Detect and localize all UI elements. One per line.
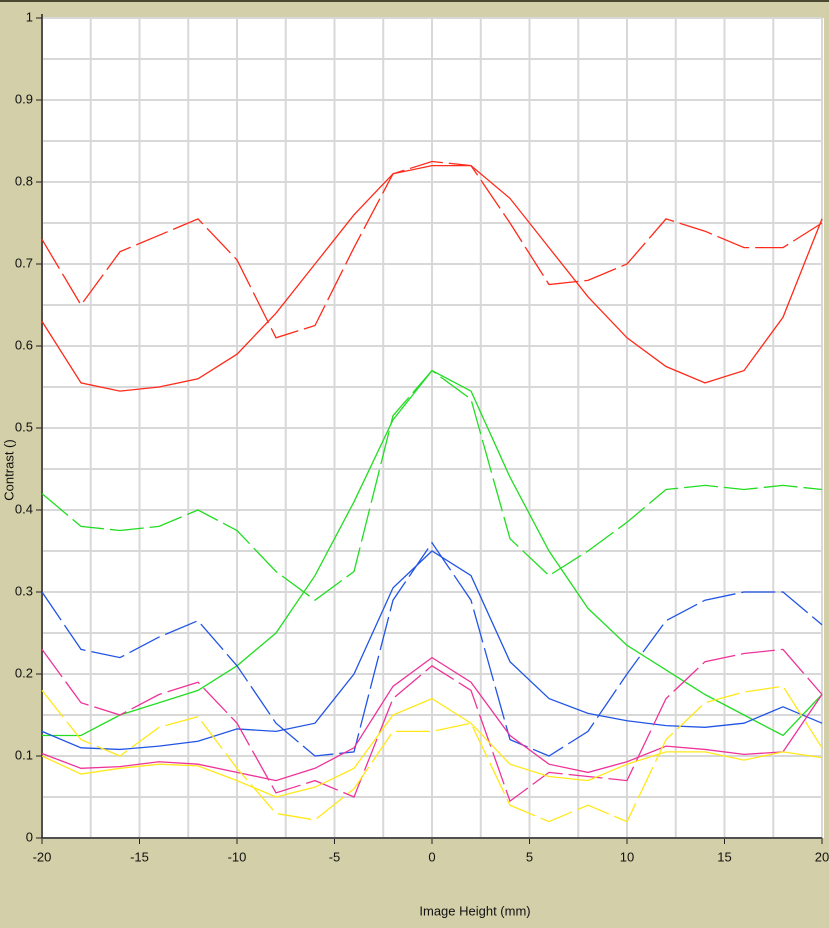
x-axis-label: Image Height (mm) bbox=[419, 903, 530, 918]
x-tick-label: 15 bbox=[717, 849, 731, 864]
y-tick-label: 0 bbox=[26, 829, 33, 844]
x-tick-label: 5 bbox=[526, 849, 533, 864]
series-line bbox=[41, 656, 823, 782]
y-tick-label: 0.3 bbox=[15, 583, 33, 598]
y-tick-label: 0.7 bbox=[15, 255, 33, 270]
x-tick-label: -15 bbox=[130, 849, 149, 864]
x-tick-label: 0 bbox=[428, 849, 435, 864]
y-tick-label: 0.9 bbox=[15, 91, 33, 106]
y-tick-label: 0.2 bbox=[15, 665, 33, 680]
x-tick-label: -10 bbox=[228, 849, 247, 864]
y-axis-label: Contrast () bbox=[1, 439, 16, 500]
x-tick-label: -20 bbox=[33, 849, 52, 864]
y-tick-label: 1 bbox=[26, 9, 33, 24]
series-line bbox=[41, 369, 823, 602]
y-tick-label: 0.6 bbox=[15, 337, 33, 352]
x-tick-label: 10 bbox=[620, 849, 634, 864]
series-line bbox=[41, 550, 823, 751]
series-line bbox=[41, 164, 823, 392]
series-line bbox=[41, 685, 823, 823]
x-tick-label: -5 bbox=[329, 849, 341, 864]
y-tick-label: 0.4 bbox=[15, 501, 33, 516]
frame-edge bbox=[0, 0, 829, 2]
x-tick-label: 20 bbox=[815, 849, 829, 864]
series-line bbox=[41, 648, 823, 803]
series-line bbox=[41, 160, 823, 339]
y-tick-label: 0.8 bbox=[15, 173, 33, 188]
y-tick-label: 0.5 bbox=[15, 419, 33, 434]
y-tick-label: 0.1 bbox=[15, 747, 33, 762]
series-line bbox=[41, 541, 823, 757]
series-line bbox=[41, 697, 823, 798]
